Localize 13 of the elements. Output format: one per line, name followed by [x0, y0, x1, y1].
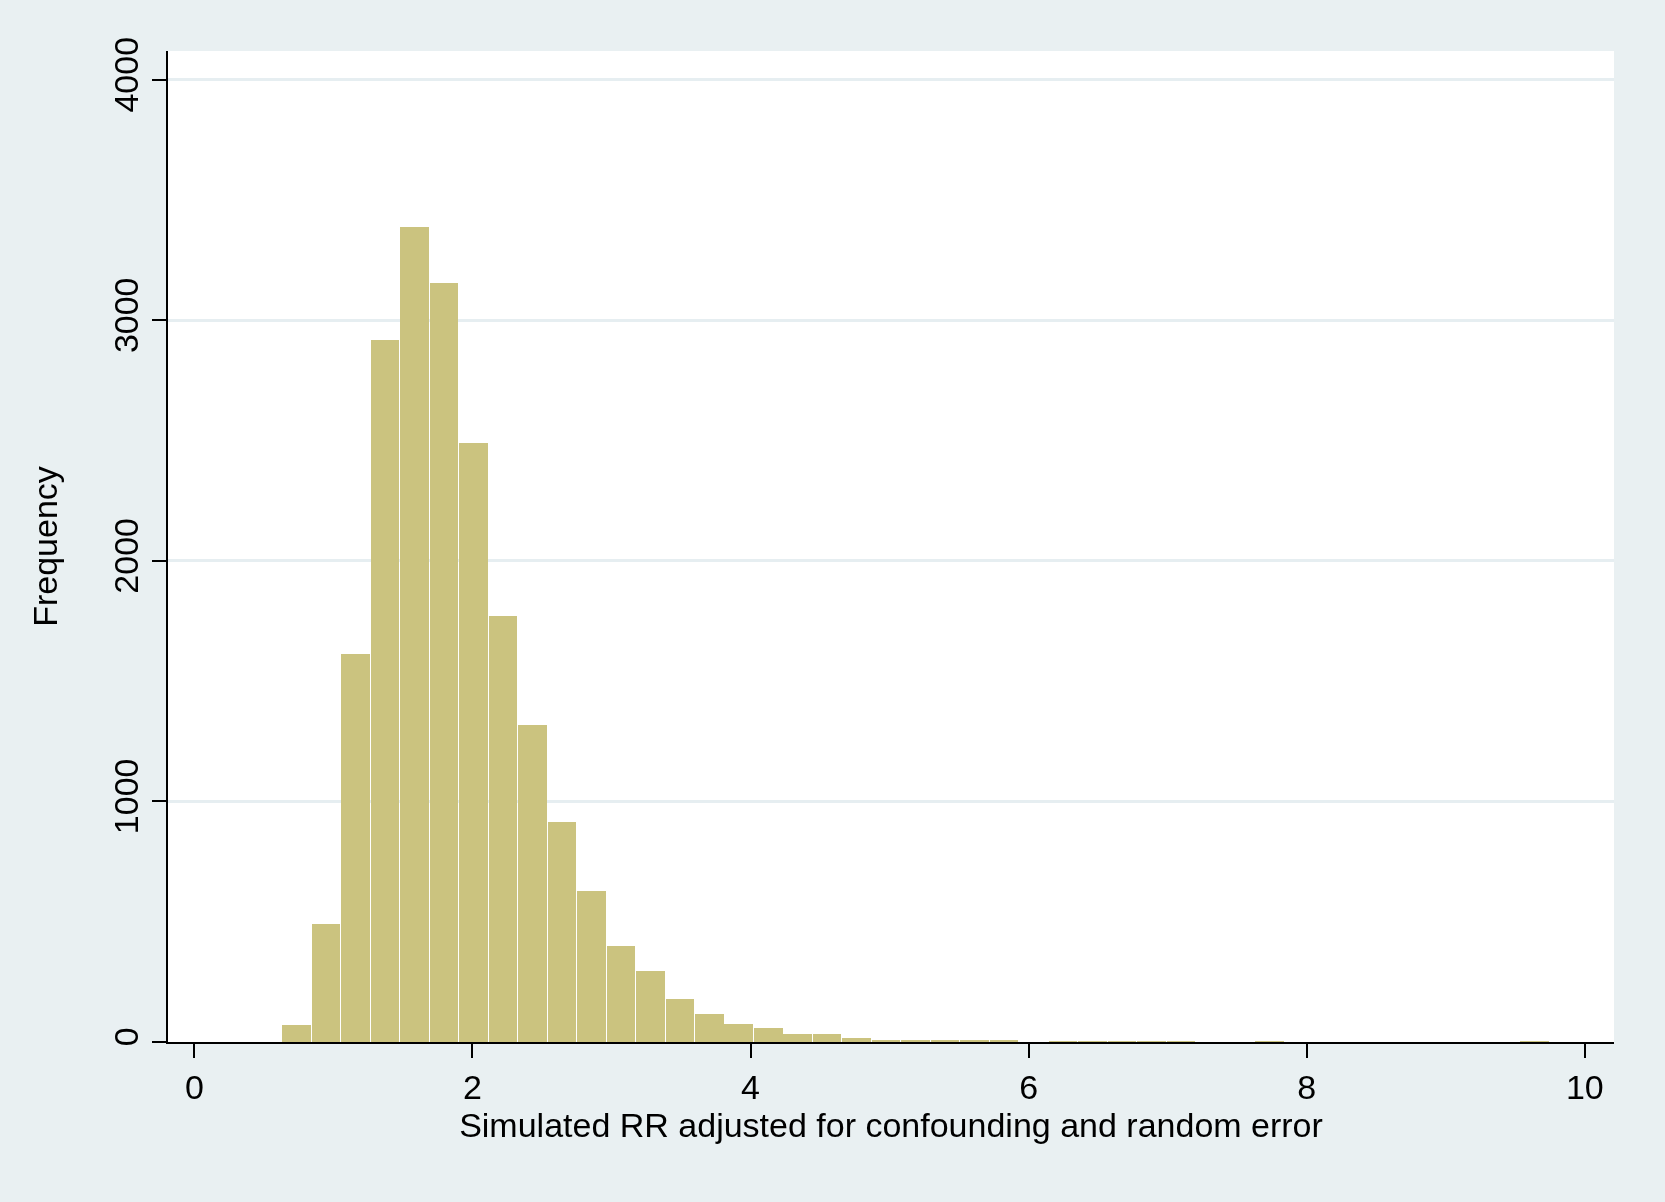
- x-tick-label: 6: [1019, 1067, 1039, 1106]
- x-axis-title: Simulated RR adjusted for confounding and random error: [459, 1105, 1323, 1144]
- y-tick-label: 1000: [107, 758, 146, 835]
- y-tick-label: 4000: [107, 36, 146, 113]
- y-axis-title: Frequency: [25, 466, 64, 627]
- y-tick-label: 2000: [107, 518, 146, 594]
- x-tick-label: 2: [463, 1067, 482, 1106]
- y-tick-label: 3000: [107, 277, 146, 354]
- x-tick-label: 10: [1565, 1067, 1604, 1106]
- x-tick-label: 8: [1297, 1067, 1317, 1106]
- x-tick-label: 4: [741, 1067, 761, 1106]
- y-tick-label: 0: [107, 1027, 146, 1047]
- x-tick-label: 0: [184, 1067, 204, 1106]
